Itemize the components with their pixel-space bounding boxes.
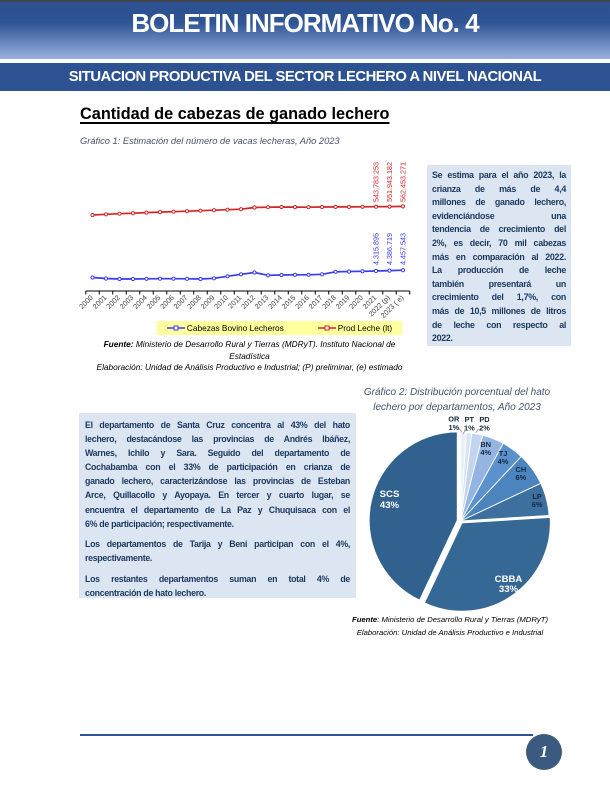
svg-text:33%: 33% (499, 584, 519, 595)
svg-text:551.943.182: 551.943.182 (385, 162, 394, 202)
svg-text:2%: 2% (479, 424, 490, 433)
svg-text:543.783.253: 543.783.253 (372, 162, 381, 202)
svg-text:TJ: TJ (499, 449, 508, 458)
svg-text:PD: PD (479, 415, 490, 424)
svg-text:4.457.543: 4.457.543 (399, 233, 408, 265)
svg-text:4.315.895: 4.315.895 (372, 233, 381, 265)
svg-text:43%: 43% (380, 500, 400, 511)
svg-text:BN: BN (480, 440, 491, 449)
svg-text:PT: PT (465, 415, 475, 424)
svg-text:CH: CH (516, 465, 527, 474)
svg-text:4.386.719: 4.386.719 (385, 233, 394, 265)
svg-text:SCS: SCS (380, 489, 400, 500)
svg-text:LP: LP (532, 492, 542, 501)
svg-text:1%: 1% (448, 423, 459, 432)
svg-text:562.453.271: 562.453.271 (399, 162, 408, 202)
svg-text:OR: OR (448, 415, 460, 424)
svg-text:6%: 6% (532, 500, 543, 509)
svg-text:4%: 4% (480, 448, 491, 457)
svg-text:4%: 4% (498, 457, 509, 466)
svg-text:CBBA: CBBA (495, 574, 523, 585)
svg-text:1%: 1% (464, 424, 475, 433)
svg-text:6%: 6% (516, 473, 527, 482)
